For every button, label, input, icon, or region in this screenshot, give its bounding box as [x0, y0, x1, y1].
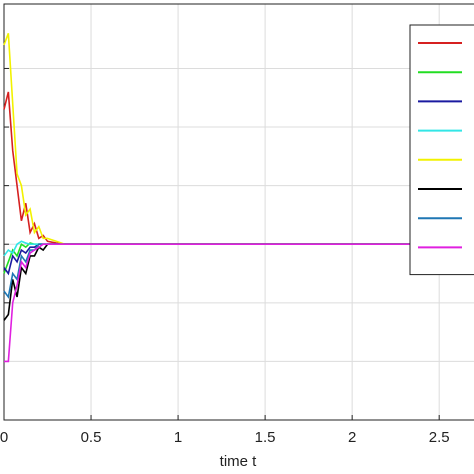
series-line: [3, 33, 474, 246]
x-tick-label: 2: [348, 429, 356, 446]
series-line: [3, 242, 474, 274]
x-tick-label: 1.5: [255, 429, 276, 446]
series-line: [3, 243, 474, 321]
x-axis-label: time t: [220, 453, 258, 470]
series-line: [3, 243, 474, 276]
x-tick-label: 0.5: [81, 429, 102, 446]
x-tick-label: 1: [174, 429, 182, 446]
x-tick-label: 2.5: [429, 429, 450, 446]
series-line: [3, 91, 474, 246]
series-line: [4, 243, 474, 363]
legend-box: [409, 24, 474, 276]
plot-frame: [3, 3, 474, 421]
series-line: [3, 243, 474, 299]
x-tick-label: 0: [0, 429, 8, 446]
